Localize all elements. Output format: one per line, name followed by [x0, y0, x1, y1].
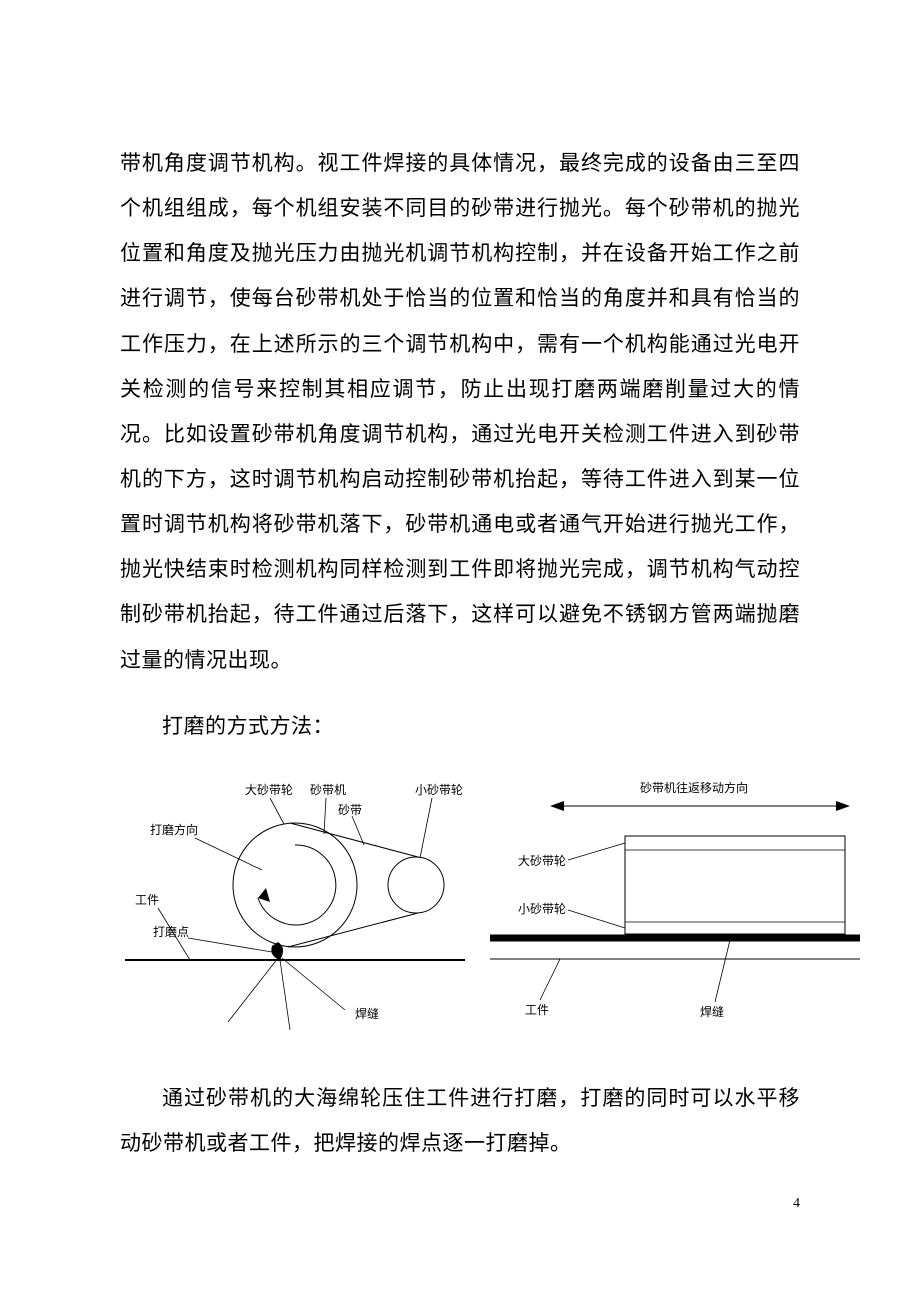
diagram-svg: 大砂带轮 砂带机 砂带 小砂带轮 打磨方向 工件 打磨点 焊缝 [120, 770, 860, 1040]
label-direction: 打磨方向 [150, 822, 198, 837]
leader-workpiece2 [540, 959, 560, 1000]
rotation-arc [258, 845, 336, 925]
sander-rect [625, 836, 845, 934]
move-arrow-right [836, 801, 850, 811]
leader-big-wheel2 [568, 843, 625, 860]
leader-contact [188, 938, 272, 952]
paragraph-3: 通过砂带机的大海绵轮压住工件进行打磨，打磨的同时可以水平移动砂带机或者工件，把焊… [120, 1076, 800, 1166]
label-workpiece2: 工件 [525, 1003, 549, 1017]
paragraph-1: 带机角度调节机构。视工件焊接的具体情况，最终完成的设备由三至四个机组组成，每个机… [120, 141, 800, 683]
label-weld: 焊缝 [355, 1006, 379, 1021]
label-move-dir: 砂带机往返移动方向 [640, 780, 748, 795]
label-weld2: 焊缝 [700, 1004, 724, 1019]
leader-weld2 [715, 940, 730, 1002]
leader-big-wheel [270, 798, 284, 824]
big-wheel-circle [233, 823, 357, 947]
label-contact: 打磨点 [153, 925, 189, 939]
contact-line-a [228, 958, 278, 1022]
contact-dot [271, 942, 283, 960]
label-big-wheel2: 大砂带轮 [518, 854, 566, 868]
rotation-arrowhead [258, 888, 270, 902]
label-belt: 砂带 [338, 803, 362, 817]
belt-top-line [290, 823, 418, 857]
label-small-wheel2: 小砂带轮 [518, 902, 566, 916]
diagram: 大砂带轮 砂带机 砂带 小砂带轮 打磨方向 工件 打磨点 焊缝 [120, 770, 860, 1040]
contact-line-c [282, 958, 345, 1010]
belt-bottom-line [288, 913, 418, 947]
label-small-wheel: 小砂带轮 [415, 783, 463, 797]
move-arrow-left [550, 801, 564, 811]
small-wheel-circle [388, 857, 444, 913]
leader-small-wheel2 [568, 910, 625, 928]
leader-direction [195, 838, 262, 870]
page: 带机角度调节机构。视工件焊接的具体情况，最终完成的设备由三至四个机组组成，每个机… [0, 0, 920, 1302]
label-workpiece: 工件 [135, 893, 159, 907]
contact-line-b [280, 960, 290, 1030]
page-number: 4 [793, 1196, 800, 1212]
leader-sander [324, 798, 326, 834]
label-sander: 砂带机 [310, 783, 346, 797]
leader-small-wheel [420, 798, 432, 858]
paragraph-2: 打磨的方式方法： [120, 704, 800, 749]
label-big-wheel: 大砂带轮 [245, 783, 293, 797]
